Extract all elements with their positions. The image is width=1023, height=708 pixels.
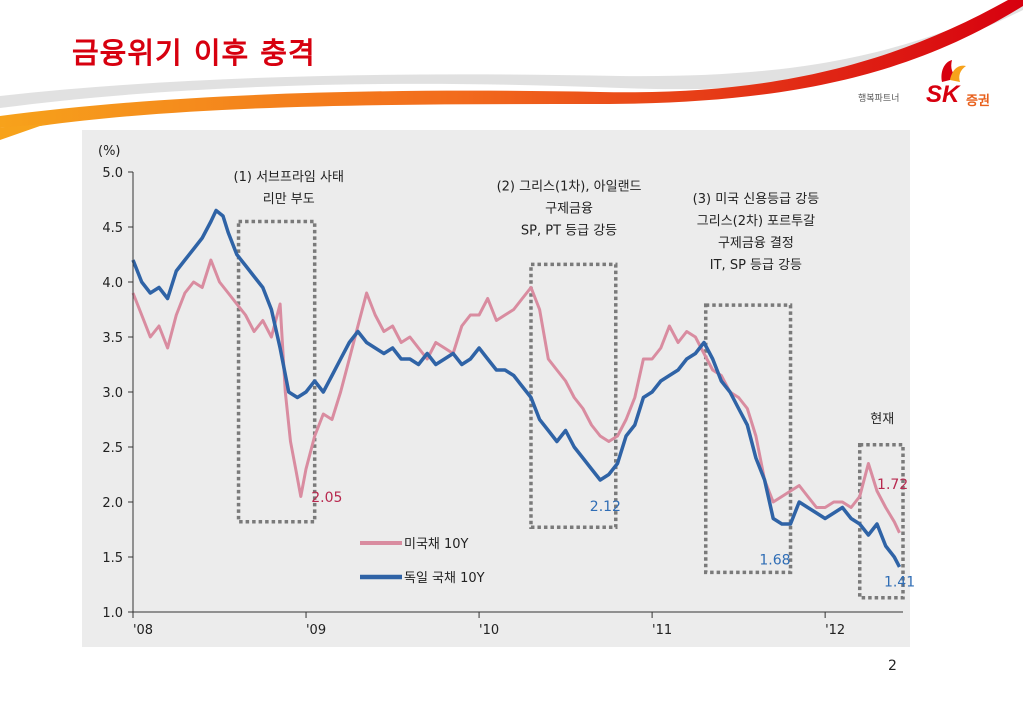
event-annotation-line: SP, PT 등급 강등 bbox=[521, 224, 617, 239]
x-tick-label: '08 bbox=[133, 623, 153, 638]
brand-logo-sub: 증권 bbox=[966, 94, 990, 109]
axes: (%) 5.0 4.5 4.0 3.5 3.0 2.5 2.0 1.5 1.0 '08 '09 '10… bbox=[98, 144, 903, 638]
event-box bbox=[529, 262, 618, 530]
y-tick-label: 3.5 bbox=[102, 331, 123, 346]
event-annotation-line: 구제금융 결정 bbox=[718, 236, 794, 251]
event-box bbox=[857, 443, 905, 600]
event-annotation-line: 구제금융 bbox=[545, 202, 593, 217]
x-tick-label: '09 bbox=[306, 623, 326, 638]
point-label: 1.68 bbox=[759, 553, 790, 569]
butterfly-wing-icon bbox=[941, 60, 966, 82]
y-tick-label: 2.5 bbox=[102, 441, 123, 456]
point-labels: 2.05 2.12 1.68 1.72 1.41 bbox=[311, 477, 915, 591]
legend: 미국채 10Y 독일 국채 10Y bbox=[360, 537, 485, 586]
event-box bbox=[703, 303, 793, 575]
y-tick-label: 5.0 bbox=[102, 166, 123, 181]
y-tick-label: 3.0 bbox=[102, 386, 123, 401]
point-label: 1.41 bbox=[884, 575, 915, 591]
y-tick-label: 4.5 bbox=[102, 221, 123, 236]
point-label: 2.12 bbox=[590, 499, 621, 515]
x-tick-label: '12 bbox=[825, 623, 845, 638]
event-annotation-line: (3) 미국 신용등급 강등 bbox=[693, 192, 820, 207]
x-tick-label: '11 bbox=[652, 623, 672, 638]
header-swoosh bbox=[0, 0, 1023, 140]
event-annotation-line: 그리스(2차) 포르투갈 bbox=[697, 214, 815, 229]
x-tick-label: '10 bbox=[479, 623, 499, 638]
y-tick-label: 1.5 bbox=[102, 551, 123, 566]
y-tick-label: 1.0 bbox=[102, 606, 123, 621]
event-annotation-line: 현재 bbox=[870, 412, 894, 427]
legend-label: 독일 국채 10Y bbox=[404, 571, 485, 586]
point-label: 2.05 bbox=[311, 490, 342, 506]
german-bund-line bbox=[131, 208, 902, 568]
y-tick-label: 4.0 bbox=[102, 276, 123, 291]
y-tick-label: 2.0 bbox=[102, 496, 123, 511]
series-lines bbox=[131, 208, 902, 568]
event-annotation-line: (2) 그리스(1차), 아일랜드 bbox=[497, 180, 642, 195]
point-label: 1.72 bbox=[877, 477, 908, 493]
page-number: 2 bbox=[888, 658, 897, 674]
brand-tagline: 행복파트너 bbox=[858, 94, 900, 104]
slide-title: 금융위기 이후 충격 bbox=[72, 36, 316, 70]
brand-logo: 행복파트너 SK 증권 bbox=[852, 60, 1012, 112]
chart-background bbox=[82, 130, 910, 647]
event-annotation-line: (1) 서브프라임 사태 bbox=[234, 170, 344, 185]
legend-label: 미국채 10Y bbox=[404, 537, 469, 552]
y-axis-unit: (%) bbox=[98, 144, 121, 159]
event-annotation-line: IT, SP 등급 강등 bbox=[710, 258, 802, 273]
us-treasury-line bbox=[131, 258, 901, 534]
brand-logo-text: SK bbox=[926, 81, 960, 108]
event-annotation-line: 리만 부도 bbox=[263, 192, 315, 207]
